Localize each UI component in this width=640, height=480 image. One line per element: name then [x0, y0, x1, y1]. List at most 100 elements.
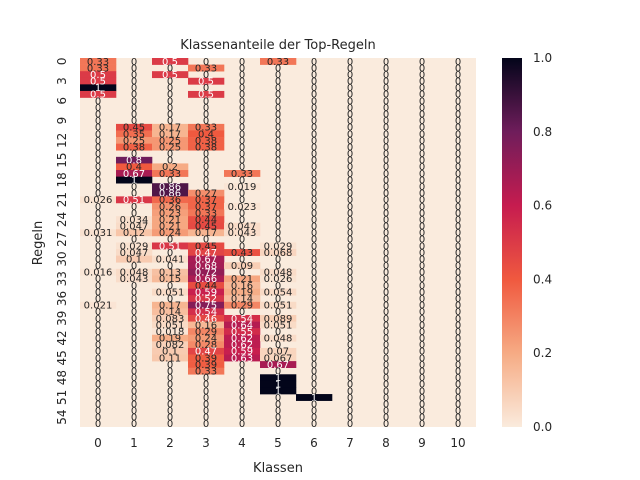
colorbar-tick-label: 0.2 — [533, 346, 552, 360]
cell-label: 0.12 — [123, 228, 145, 239]
cell-label: 0 — [383, 340, 389, 351]
cell-label: 0 — [95, 281, 101, 292]
cell-label: 0 — [383, 129, 389, 140]
cell-label: 0 — [347, 353, 353, 364]
y-tick-label: 24 — [55, 212, 69, 227]
cell-label: 0 — [455, 195, 461, 206]
cell-label: 0 — [311, 222, 317, 233]
cell-label: 0.051 — [264, 301, 293, 312]
heatmap-cell — [260, 288, 297, 296]
cell-label: 0.1 — [126, 254, 142, 265]
cell-label: 0 — [167, 406, 173, 417]
cell-label: 0 — [455, 419, 461, 430]
cell-label: 0 — [347, 235, 353, 246]
cell-label: 0 — [275, 195, 281, 206]
cell-label: 0 — [455, 241, 461, 252]
cell-label: 0 — [347, 241, 353, 252]
cell-label: 0 — [131, 63, 137, 74]
cell-label: 0.043 — [228, 228, 257, 239]
cell-label: 0 — [347, 327, 353, 338]
cell-label: 0 — [311, 110, 317, 121]
cell-label: 0.19 — [231, 287, 253, 298]
cell-label: 0.047 — [120, 222, 149, 233]
cell-label: 0 — [311, 373, 317, 384]
cell-label: 0 — [131, 386, 137, 397]
cell-label: 0 — [455, 380, 461, 391]
cell-label: 0 — [383, 294, 389, 305]
cell-label: 0 — [347, 413, 353, 424]
x-tick-label: 9 — [418, 436, 426, 450]
heatmap-cell — [224, 222, 261, 230]
cell-label: 0 — [383, 123, 389, 134]
heatmap-cell — [152, 321, 189, 329]
cell-label: 0 — [167, 360, 173, 371]
heatmap-cell — [116, 137, 153, 144]
cell-label: 0 — [131, 340, 137, 351]
cell-label: 0 — [419, 116, 425, 127]
heatmap-cell — [152, 123, 189, 131]
cell-label: 0 — [239, 380, 245, 391]
heatmap-cell — [224, 262, 261, 270]
heatmap-cell — [80, 90, 117, 98]
cell-label: 0 — [383, 169, 389, 180]
heatmap-cell — [224, 288, 261, 296]
cell-label: 0 — [419, 156, 425, 167]
cell-label: 0 — [383, 149, 389, 160]
cell-label: 0.17 — [159, 301, 181, 312]
cell-label: 0 — [455, 222, 461, 233]
cell-label: 0 — [455, 261, 461, 272]
cell-label: 0 — [95, 215, 101, 226]
cell-label: 0 — [455, 406, 461, 417]
cell-label: 0 — [383, 235, 389, 246]
cell-label: 0 — [455, 63, 461, 74]
cell-label: 0 — [311, 215, 317, 226]
cell-label: 0 — [383, 57, 389, 68]
cell-label: 0 — [203, 57, 209, 68]
heatmap-cell — [116, 242, 153, 250]
heatmap-cell — [224, 202, 261, 210]
heatmap-cell — [188, 334, 225, 342]
cell-label: 0.5 — [198, 90, 214, 101]
heatmap-cell — [188, 367, 225, 375]
cell-label: 0 — [95, 248, 101, 259]
cell-label: 0 — [95, 129, 101, 140]
cell-label: 0 — [275, 156, 281, 167]
cell-label: 0 — [419, 96, 425, 107]
cell-label: 0.25 — [159, 136, 181, 147]
heatmap-cell — [224, 170, 261, 177]
cell-label: 0.55 — [231, 327, 253, 338]
cell-label: 0.63 — [231, 353, 253, 364]
cell-label: 0.67 — [123, 169, 145, 180]
cell-label: 1 — [275, 380, 281, 391]
cell-label: 0.43 — [231, 248, 253, 259]
cell-label: 0 — [203, 175, 209, 186]
heatmap-cell — [152, 163, 189, 171]
cell-label: 0 — [383, 254, 389, 265]
heatmap-cell — [188, 262, 225, 270]
cell-label: 0 — [455, 202, 461, 213]
cell-label: 0.51 — [123, 195, 145, 206]
cell-label: 0 — [275, 110, 281, 121]
y-tick-label: 33 — [55, 271, 69, 286]
cell-label: 0 — [131, 189, 137, 200]
colorbar-ticks: 0.0 0.2 0.4 0.6 0.8 1.0 — [533, 51, 552, 434]
cell-label: 0 — [419, 287, 425, 298]
heatmap-cell — [188, 249, 225, 256]
cell-label: 0 — [95, 406, 101, 417]
heatmap-cell — [224, 314, 261, 322]
cell-label: 0 — [311, 228, 317, 239]
cell-label: 0.62 — [231, 334, 253, 345]
heatmap-cell — [152, 229, 189, 237]
cell-label: 0 — [167, 294, 173, 305]
cell-label: 0 — [455, 327, 461, 338]
cell-label: 0.52 — [195, 294, 217, 305]
cell-label: 0 — [239, 215, 245, 226]
cell-label: 0 — [455, 208, 461, 219]
cell-label: 0 — [347, 307, 353, 318]
cell-label: 0 — [167, 96, 173, 107]
x-tick-label: 5 — [274, 436, 282, 450]
cell-label: 0.083 — [156, 314, 185, 325]
cell-label: 0 — [383, 136, 389, 147]
cell-label: 0 — [455, 347, 461, 358]
